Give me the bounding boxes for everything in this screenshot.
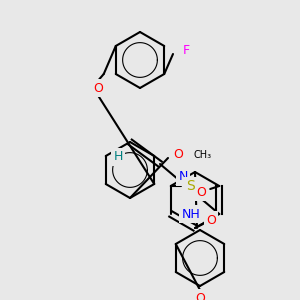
- Text: N: N: [178, 170, 188, 184]
- Text: O: O: [196, 185, 206, 199]
- Text: O: O: [173, 148, 183, 161]
- Text: H: H: [113, 151, 123, 164]
- Text: O: O: [195, 292, 205, 300]
- Text: O: O: [206, 214, 216, 226]
- Text: CH₃: CH₃: [193, 150, 211, 160]
- Text: O: O: [93, 82, 103, 94]
- Text: F: F: [182, 44, 190, 56]
- Text: S: S: [186, 179, 195, 193]
- Text: NH: NH: [182, 208, 200, 220]
